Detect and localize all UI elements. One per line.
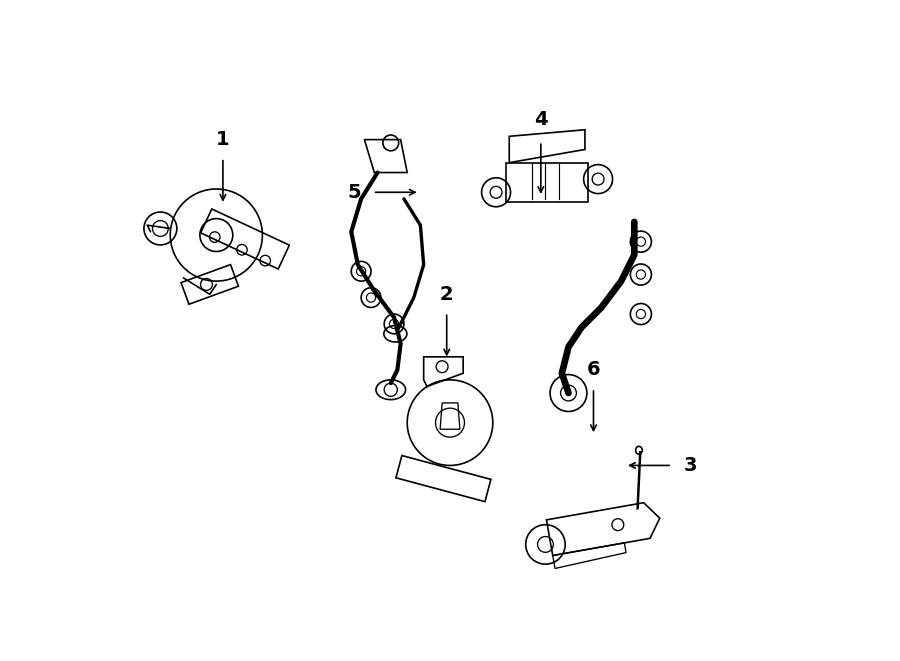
Text: 2: 2 — [440, 285, 454, 304]
Text: 3: 3 — [683, 456, 697, 475]
Text: 4: 4 — [534, 110, 547, 130]
Text: 5: 5 — [347, 183, 362, 202]
Text: 1: 1 — [216, 130, 230, 149]
Text: 6: 6 — [587, 360, 600, 379]
